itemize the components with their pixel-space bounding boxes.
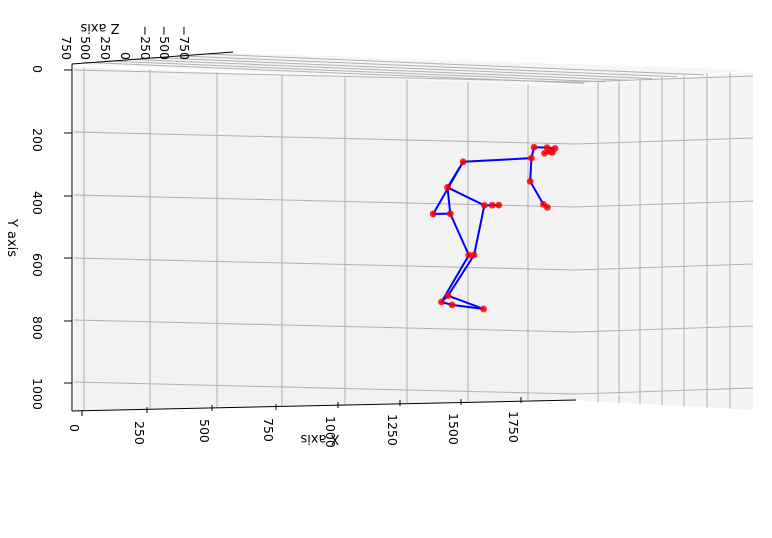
y-tick-label: 1000 bbox=[30, 378, 45, 410]
x-tick-label: 0 bbox=[67, 424, 82, 432]
tick-labels: 0 250 500 750 1000 1250 1500 1750 0 200 400 600 800 1… bbox=[30, 26, 521, 448]
axis-panes bbox=[74, 53, 753, 411]
y-tick-label: 200 bbox=[30, 128, 45, 152]
grid-line-top bbox=[83, 61, 585, 84]
skeleton-bone bbox=[447, 294, 485, 310]
skeleton-bone bbox=[449, 212, 470, 257]
y-tick-label: 0 bbox=[30, 65, 45, 73]
z-tick-label: −500 bbox=[157, 26, 172, 60]
skeleton-joint bbox=[444, 292, 452, 300]
z-tick-label: 500 bbox=[78, 36, 93, 60]
skeleton-joint bbox=[530, 143, 538, 151]
side-pane bbox=[575, 72, 753, 410]
x-axis-label: X axis bbox=[300, 431, 339, 446]
z-tick-label: 250 bbox=[98, 36, 113, 60]
skeleton-joint bbox=[495, 201, 503, 209]
x-tick-label: 500 bbox=[197, 419, 212, 443]
z-tick-label: 0 bbox=[118, 52, 133, 60]
skeleton-joint bbox=[438, 298, 445, 306]
skeleton-joint bbox=[459, 158, 467, 166]
z-tick-label: 750 bbox=[59, 36, 74, 60]
grid-line-top bbox=[176, 55, 678, 78]
skeleton-joint bbox=[429, 210, 437, 218]
grid-line-top bbox=[203, 53, 705, 76]
skeleton-bone bbox=[447, 254, 476, 297]
skeleton-joint bbox=[528, 154, 535, 162]
y-tick-label: 400 bbox=[30, 191, 45, 215]
z-axis-line bbox=[71, 51, 234, 65]
z-axis-label: Z axis bbox=[80, 20, 119, 35]
z-tick-label: −250 bbox=[138, 26, 153, 60]
y-axis-label: Y axis bbox=[4, 218, 19, 257]
x-tick-label: 1500 bbox=[446, 413, 461, 445]
z-tick-label: −750 bbox=[177, 26, 192, 60]
back-pane bbox=[74, 67, 575, 411]
skeleton-bone bbox=[529, 157, 533, 183]
skeleton-joint bbox=[526, 177, 534, 185]
skeleton-joint bbox=[544, 203, 551, 211]
x-tick-label: 1750 bbox=[506, 411, 521, 443]
grid-line-horizontal bbox=[73, 194, 754, 208]
skeleton-joint bbox=[541, 149, 548, 157]
x-tick-label: 1000 bbox=[323, 416, 338, 448]
grid-line-top bbox=[151, 57, 653, 80]
skeleton-joint bbox=[465, 251, 473, 259]
skeleton-bone bbox=[451, 303, 485, 310]
axis-lines bbox=[64, 51, 577, 416]
grid-line-top bbox=[104, 60, 606, 83]
skeleton-joints bbox=[429, 143, 559, 313]
skeleton-joint bbox=[488, 201, 496, 209]
grid-line-horizontal bbox=[73, 381, 754, 395]
x-tick-label: 750 bbox=[261, 418, 276, 442]
y-tick-label: 600 bbox=[30, 253, 45, 277]
skeleton-joint bbox=[470, 251, 478, 259]
skeleton-bone bbox=[473, 204, 486, 257]
grid-line-top bbox=[127, 58, 629, 81]
grid-lines bbox=[73, 53, 754, 411]
grid-line-horizontal bbox=[73, 319, 754, 333]
grid-line-horizontal bbox=[73, 257, 754, 271]
skeleton-joint bbox=[444, 184, 451, 191]
skeleton-joint bbox=[448, 301, 456, 309]
grid-line-horizontal bbox=[73, 131, 754, 145]
grid-line-horizontal bbox=[73, 69, 754, 83]
skeleton-bone bbox=[529, 180, 545, 206]
skeleton-bone bbox=[446, 186, 452, 215]
skeleton-joint bbox=[446, 210, 454, 218]
x-tick-label: 250 bbox=[132, 421, 147, 445]
x-axis-line bbox=[71, 399, 577, 412]
skeleton-bone bbox=[446, 186, 486, 207]
y-tick-label: 800 bbox=[30, 316, 45, 340]
skeleton-joint bbox=[548, 149, 556, 156]
skeleton-joint bbox=[480, 201, 488, 209]
x-tick-label: 1250 bbox=[385, 414, 400, 446]
skeleton-bone bbox=[462, 157, 533, 163]
skeleton-joint bbox=[480, 305, 487, 313]
